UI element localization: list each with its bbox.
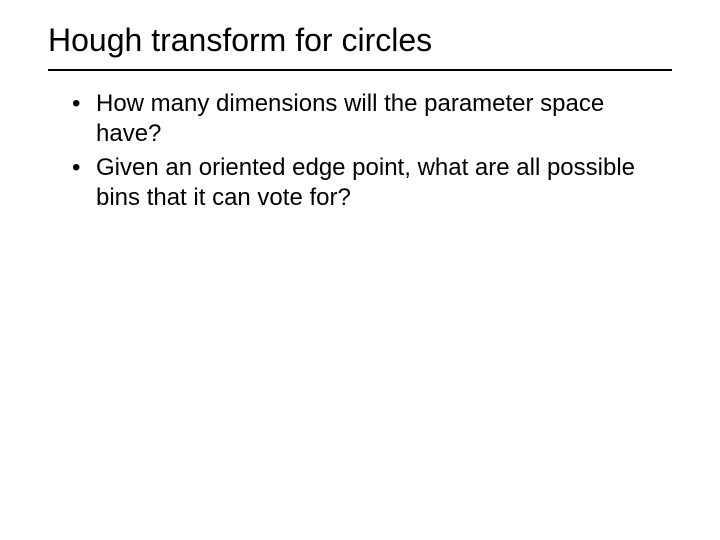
- slide-title: Hough transform for circles: [48, 22, 672, 71]
- bullet-item: How many dimensions will the parameter s…: [72, 89, 672, 149]
- bullet-list: How many dimensions will the parameter s…: [48, 89, 672, 213]
- bullet-item: Given an oriented edge point, what are a…: [72, 153, 672, 213]
